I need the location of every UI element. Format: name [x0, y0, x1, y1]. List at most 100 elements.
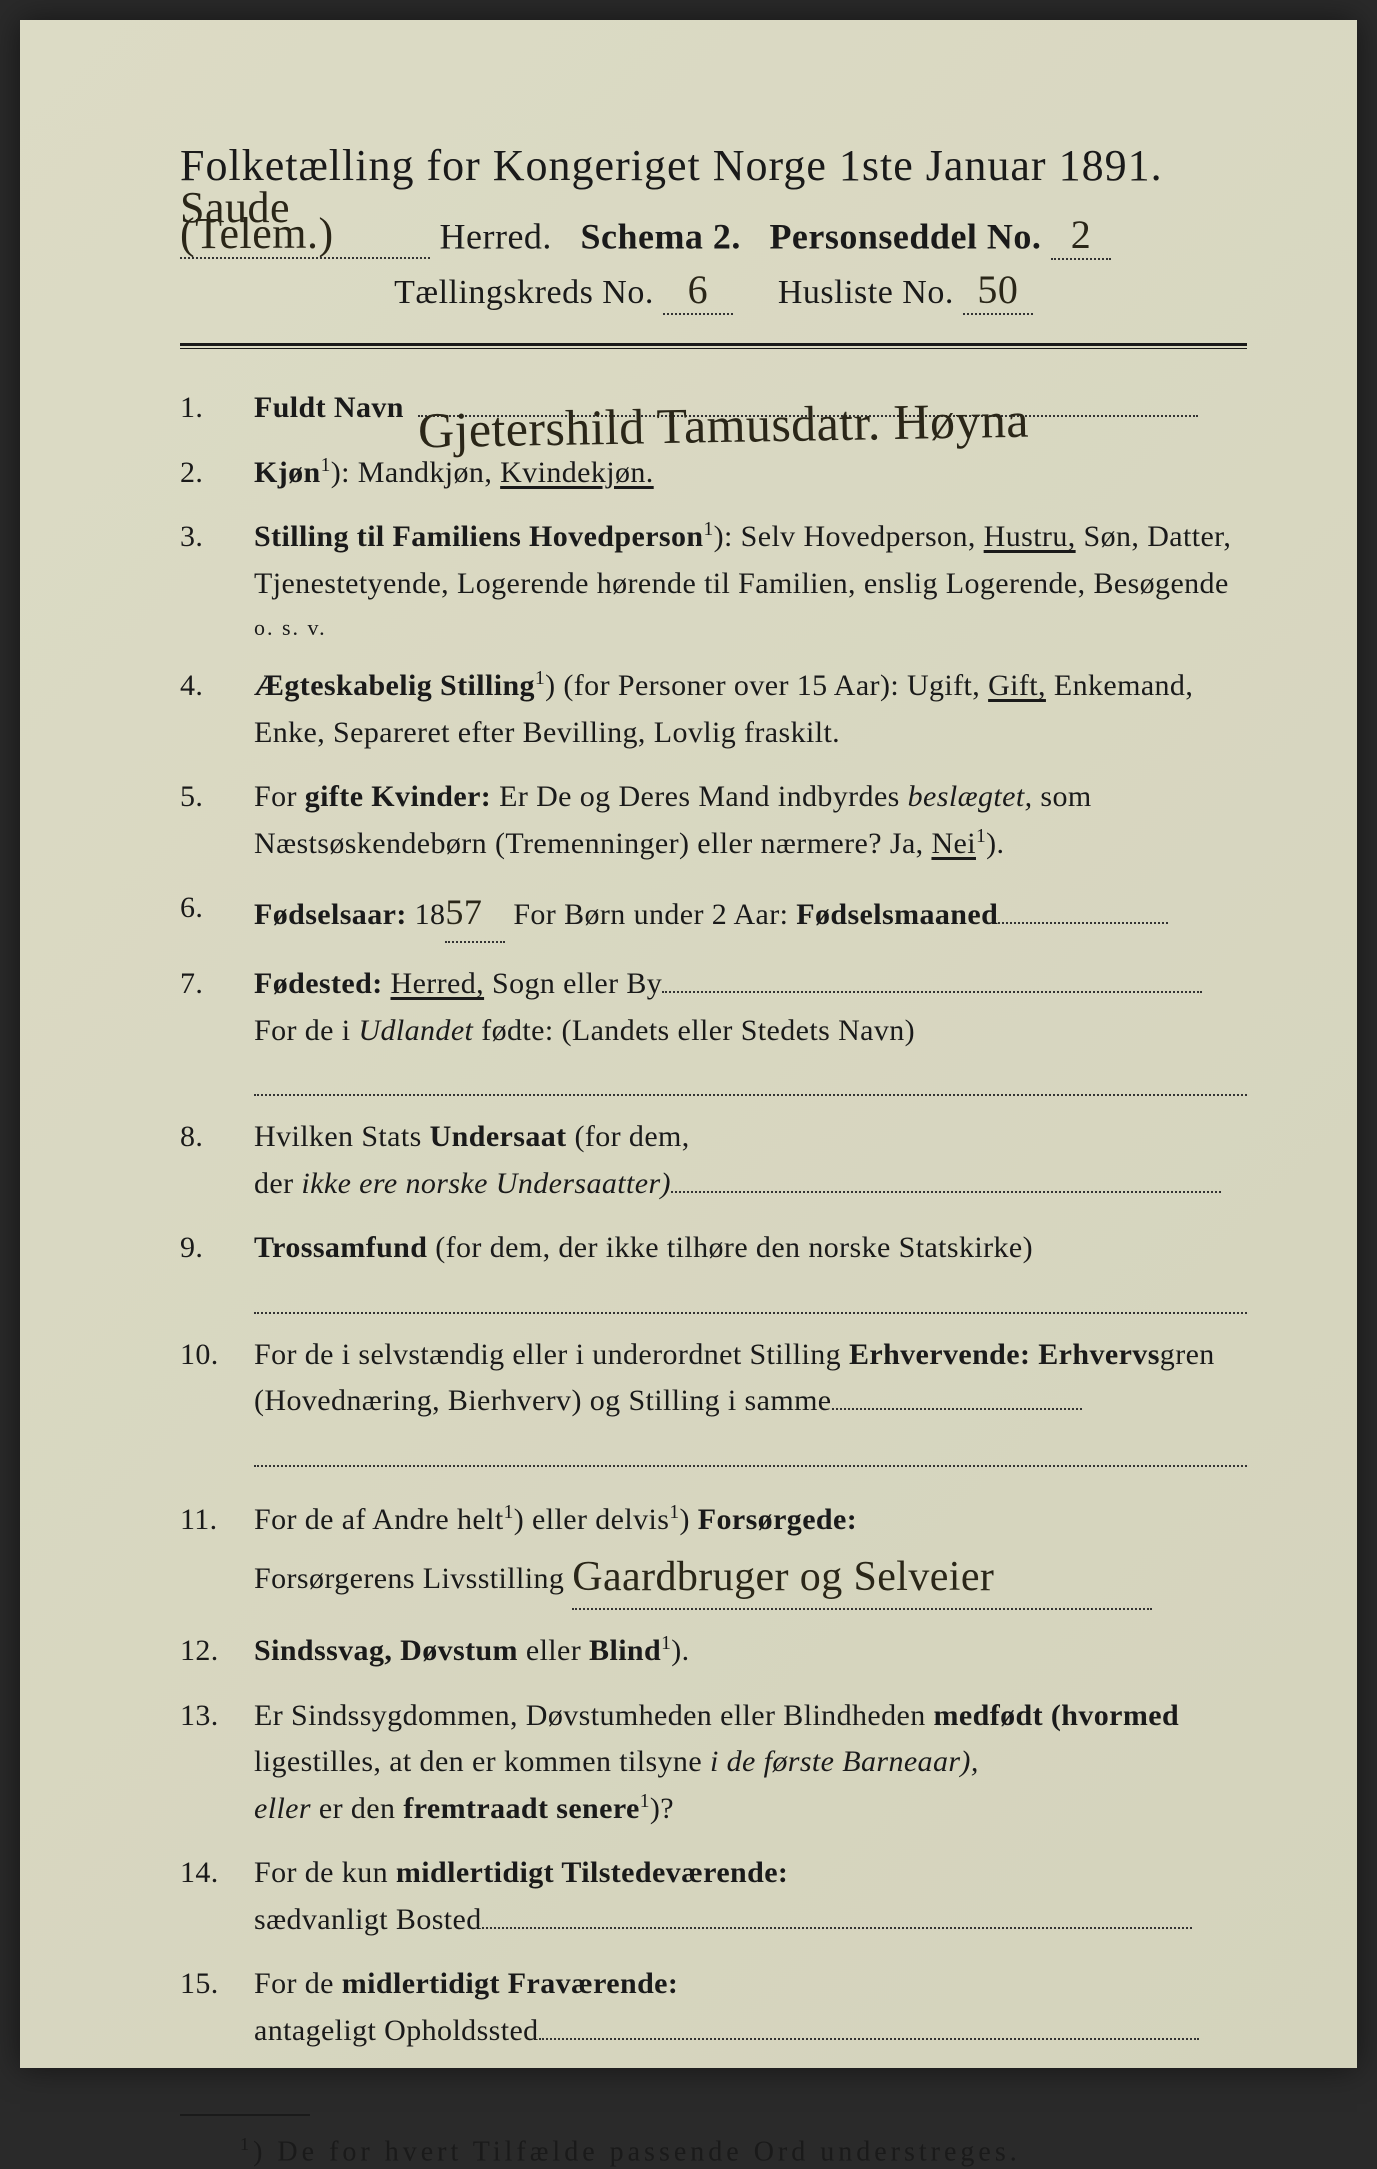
q13-sup: 1 — [640, 1791, 650, 1812]
census-form-page: Folketælling for Kongeriget Norge 1ste J… — [20, 20, 1357, 2068]
q5-num: 5. — [180, 774, 254, 867]
q8-body: Hvilken Stats Undersaat (for dem, der ik… — [254, 1114, 1247, 1207]
q12-text2: ). — [671, 1634, 689, 1667]
q15-body: For de midlertidigt Fraværende: antageli… — [254, 1961, 1247, 2054]
q7-text2: For de i — [254, 1014, 358, 1047]
footnote-text: ) De for hvert Tilfælde passende Ord und… — [253, 2137, 1021, 2168]
q13-bold1: medfødt (hvormed — [934, 1699, 1180, 1732]
q12-text: eller — [518, 1634, 589, 1667]
q8-dotfill — [671, 1167, 1221, 1193]
full-name-handwritten: Gjetershild Tamusdatr. Høyna — [417, 382, 1029, 470]
q10-text1: For de i selvstændig eller i underordnet… — [254, 1338, 849, 1371]
q13-italic2: eller — [254, 1792, 311, 1825]
q9-dotfill — [254, 1278, 1247, 1314]
tkreds-label: Tællingskreds No. — [394, 274, 654, 311]
q9: 9. Trossamfund (for dem, der ikke tilhør… — [180, 1225, 1247, 1314]
q4-label: Ægteskabelig Stilling — [254, 669, 535, 702]
q13-bold2: fremtraadt senere — [403, 1792, 639, 1825]
q1-label: Fuldt Navn — [254, 391, 404, 424]
personseddel-label: Personseddel No. — [769, 216, 1041, 256]
q10-dotfill1 — [832, 1385, 1082, 1411]
q2-num: 2. — [180, 450, 254, 497]
q15-num: 15. — [180, 1961, 254, 2054]
q8: 8. Hvilken Stats Undersaat (for dem, der… — [180, 1114, 1247, 1207]
q2-label: Kjøn — [254, 456, 321, 489]
q13-italic1: i de første Barneaar), — [710, 1745, 979, 1778]
q11-sup2: 1 — [669, 1502, 679, 1523]
q8-text2: (for dem, — [567, 1120, 690, 1153]
q1: 1. Fuldt Navn Gjetershild Tamusdatr. Høy… — [180, 385, 1247, 432]
q6-dotfill — [998, 899, 1168, 925]
title: Folketælling for Kongeriget Norge 1ste J… — [180, 140, 1247, 191]
q4: 4. Ægteskabelig Stilling1) (for Personer… — [180, 663, 1247, 756]
q14-text1: For de kun — [254, 1856, 396, 1889]
q7-dotfill1 — [662, 968, 1202, 994]
q2-sup: 1 — [321, 455, 331, 476]
husliste-label: Husliste No. — [778, 274, 954, 311]
q12-label: Sindssvag, Døvstum — [254, 1634, 518, 1667]
q15-text1: For de — [254, 1967, 342, 2000]
question-list: 1. Fuldt Navn Gjetershild Tamusdatr. Høy… — [180, 385, 1247, 2054]
q7-italic: Udlandet — [358, 1014, 473, 1047]
q3-label: Stilling til Familiens Hovedperson — [254, 520, 703, 553]
husliste-no: 50 — [977, 267, 1018, 312]
q6-year-handwritten: 57 — [445, 885, 482, 941]
schema-label: Schema 2. — [580, 216, 741, 256]
q6-body: Fødselsaar: 1857 For Børn under 2 Aar: F… — [254, 885, 1247, 943]
q11-text3: ) — [679, 1503, 697, 1536]
q11: 11. For de af Andre helt1) eller delvis1… — [180, 1497, 1247, 1611]
q3-sup: 1 — [703, 519, 713, 540]
q6-text: For Børn under 2 Aar: — [505, 898, 796, 931]
personseddel-no: 2 — [1071, 212, 1092, 257]
q15: 15. For de midlertidigt Fraværende: anta… — [180, 1961, 1247, 2054]
q7-text1: Sogn eller By — [484, 967, 662, 1000]
q15-bold: midlertidigt Fraværende: — [342, 1967, 678, 2000]
q11-body: For de af Andre helt1) eller delvis1) Fo… — [254, 1497, 1247, 1611]
q6-num: 6. — [180, 885, 254, 943]
q7-label: Fødested: — [254, 967, 383, 1000]
q5-underlined: Nei — [931, 827, 976, 860]
q6-prefix: 18 — [407, 898, 446, 931]
q1-num: 1. — [180, 385, 254, 432]
q11-text1: For de af Andre helt — [254, 1503, 504, 1536]
q3-underlined: Hustru, — [984, 520, 1076, 553]
q14-dotfill — [482, 1903, 1192, 1929]
q9-num: 9. — [180, 1225, 254, 1314]
q4-body: Ægteskabelig Stilling1) (for Personer ov… — [254, 663, 1247, 756]
footnote-sup: 1 — [240, 2134, 253, 2154]
q4-text1: ) (for Personer over 15 Aar): Ugift, — [545, 669, 988, 702]
q14-bold: midlertidigt Tilstedeværende: — [396, 1856, 788, 1889]
q5-body: For gifte Kvinder: Er De og Deres Mand i… — [254, 774, 1247, 867]
q15-line2: antageligt Opholdssted — [254, 2014, 539, 2047]
q8-text1: Hvilken Stats — [254, 1120, 430, 1153]
q13-text3: er den — [311, 1792, 403, 1825]
q8-num: 8. — [180, 1114, 254, 1207]
subheader-line-2: Tællingskreds No. 6 Husliste No. 50 — [180, 266, 1247, 315]
q12-num: 12. — [180, 1628, 254, 1675]
tkreds-no: 6 — [688, 267, 709, 312]
q10-dotfill2 — [254, 1431, 1247, 1467]
subheader-line-1: Saude (Telem.) Herred. Schema 2. Persons… — [180, 195, 1247, 260]
q10-body: For de i selvstændig eller i underordnet… — [254, 1332, 1247, 1467]
q8-text3: der — [254, 1167, 301, 1200]
q14-line2: sædvanligt Bosted — [254, 1903, 482, 1936]
q13-num: 13. — [180, 1693, 254, 1833]
q9-label: Trossamfund — [254, 1231, 427, 1264]
q11-bold: Forsørgede: — [698, 1503, 857, 1536]
q15-dotfill — [539, 2014, 1199, 2040]
q5: 5. For gifte Kvinder: Er De og Deres Man… — [180, 774, 1247, 867]
q8-italic: ikke ere norske Undersaatter) — [301, 1167, 671, 1200]
q14-num: 14. — [180, 1850, 254, 1943]
footnote-rule — [180, 2114, 310, 2116]
q7-underlined: Herred, — [391, 967, 485, 1000]
q1-body: Fuldt Navn Gjetershild Tamusdatr. Høyna — [254, 385, 1247, 432]
q4-sup: 1 — [535, 668, 545, 689]
q12-body: Sindssvag, Døvstum eller Blind1). — [254, 1628, 1247, 1675]
q6-label2: Fødselsmaaned — [796, 898, 998, 931]
herred-handwritten: Saude (Telem.) — [180, 195, 430, 248]
q5-label2: gifte Kvinder: — [305, 780, 491, 813]
form-header: Folketælling for Kongeriget Norge 1ste J… — [180, 140, 1247, 315]
q5-text1: Er De og Deres Mand indbyrdes — [491, 780, 907, 813]
q7-num: 7. — [180, 961, 254, 1096]
q5-italic1: beslægtet, — [908, 780, 1033, 813]
